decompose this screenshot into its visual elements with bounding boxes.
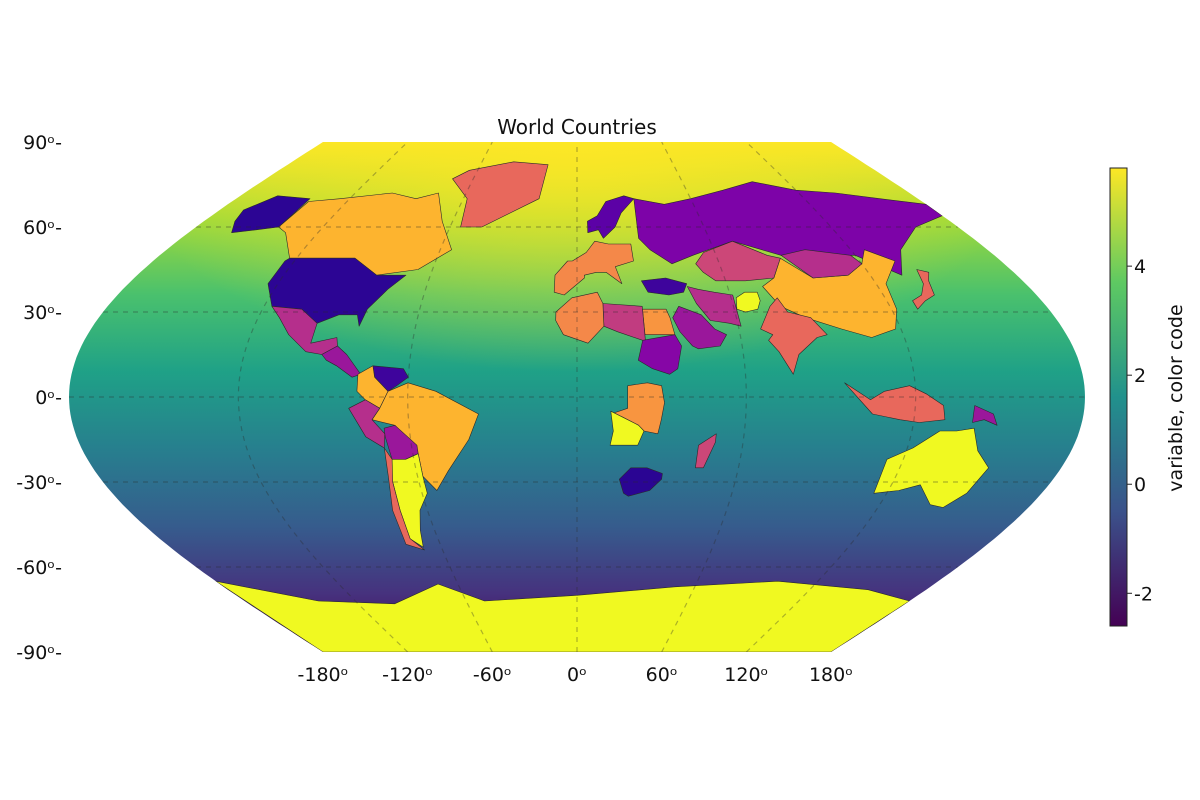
y-tick-label: 90ᵒ- xyxy=(23,132,62,154)
colorbar-ticks: 4 2 0 -2 xyxy=(1127,256,1153,605)
country-turkey xyxy=(641,277,687,296)
colorbar: 4 2 0 -2 variable, color code xyxy=(1109,167,1187,627)
country-algeria xyxy=(555,291,605,344)
country-peru xyxy=(348,399,386,449)
country-mongolia xyxy=(780,249,863,279)
country-central-america xyxy=(321,345,361,378)
country-angola xyxy=(609,410,645,446)
y-tick-label: 60ᵒ- xyxy=(23,217,62,239)
x-tick-label: 120ᵒ xyxy=(724,664,768,686)
meridian-60 xyxy=(661,142,747,652)
country-alaska-us xyxy=(231,195,311,233)
colorbar-tick-label: -2 xyxy=(1134,583,1153,605)
x-tick-label: 0ᵒ xyxy=(567,664,587,686)
countries-layer xyxy=(215,161,998,652)
x-tick-label: -60ᵒ xyxy=(473,664,512,686)
y-tick-label: -90ᵒ- xyxy=(16,642,62,664)
x-axis: -180ᵒ -120ᵒ -60ᵒ 0ᵒ 60ᵒ 120ᵒ 180ᵒ xyxy=(298,664,854,686)
colorbar-tick-label: 2 xyxy=(1134,365,1146,387)
country-australia xyxy=(873,427,989,508)
x-tick-label: 60ᵒ xyxy=(646,664,678,686)
y-axis: 90ᵒ- 60ᵒ- 30ᵒ- 0ᵒ- -30ᵒ- -60ᵒ- -90ᵒ- xyxy=(16,132,62,664)
x-tick-label: -180ᵒ xyxy=(298,664,349,686)
x-tick-label: 180ᵒ xyxy=(809,664,853,686)
country-scandinavia xyxy=(587,195,635,239)
colorbar-tick-label: 0 xyxy=(1134,474,1146,496)
country-greenland xyxy=(452,161,549,228)
country-canada xyxy=(278,192,452,276)
chart-title: World Countries xyxy=(497,115,657,139)
x-tick-label: -120ᵒ xyxy=(382,664,433,686)
colorbar-bar xyxy=(1109,167,1128,627)
country-saudi-arabia xyxy=(672,306,727,350)
country-india xyxy=(760,297,828,375)
y-tick-label: -60ᵒ- xyxy=(16,557,62,579)
country-china xyxy=(762,249,897,338)
country-kazakhstan xyxy=(695,240,781,282)
meridian--120 xyxy=(237,142,409,652)
colorbar-label: variable, color code xyxy=(1165,304,1187,491)
colorbar-tick-label: 4 xyxy=(1134,256,1146,278)
country-sudan xyxy=(638,334,682,375)
country-afghanistan xyxy=(735,291,761,313)
meridian--60 xyxy=(407,142,493,652)
country-iran xyxy=(687,286,742,327)
country-indonesia xyxy=(844,382,946,423)
y-tick-label: 0ᵒ- xyxy=(35,387,62,409)
country-japan xyxy=(912,269,935,310)
meridian-120 xyxy=(745,142,917,652)
country-antarctica xyxy=(215,580,910,652)
country-madagascar xyxy=(695,433,717,469)
y-tick-label: 30ᵒ- xyxy=(23,302,62,324)
graticule xyxy=(69,142,1085,652)
globe xyxy=(69,142,1085,652)
country-papua-new-guinea xyxy=(972,405,998,426)
y-tick-label: -30ᵒ- xyxy=(16,472,62,494)
country-western-europe xyxy=(553,240,634,296)
country-chile xyxy=(384,447,425,551)
country-south-africa xyxy=(619,467,663,497)
